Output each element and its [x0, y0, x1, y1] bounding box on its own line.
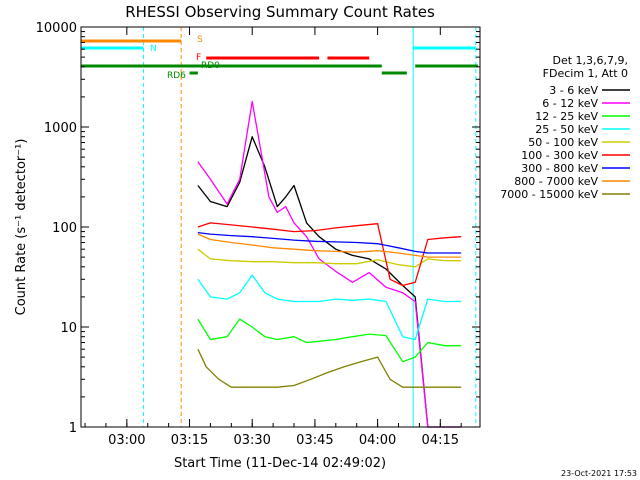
legend: Det 1,3,6,7,9,FDecim 1, Att 0 3 - 6 keV6 … — [500, 54, 630, 201]
x-axis-label: Start Time (11-Dec-14 02:49:02) — [174, 456, 386, 471]
y-tick-label: 100 — [52, 221, 77, 236]
legend-entry-label: 3 - 6 keV — [549, 84, 598, 97]
flag-label: F — [196, 53, 201, 63]
y-tick-label: 10000 — [36, 21, 77, 36]
x-tick-label: 03:30 — [233, 433, 270, 448]
y-tick-label: 10 — [60, 321, 77, 336]
legend-entry-label: 25 - 50 keV — [535, 123, 598, 136]
series-line-3 — [197, 274, 462, 341]
series-line-5 — [197, 222, 462, 287]
legend-entry-label: 100 - 300 keV — [521, 149, 598, 162]
legend-entry-label: 50 - 100 keV — [528, 136, 598, 149]
x-tick-label: 03:00 — [108, 433, 145, 448]
legend-entry-label: 800 - 7000 keV — [514, 175, 598, 188]
flag-label: S — [197, 35, 203, 45]
series-line-0 — [197, 136, 462, 428]
legend-entry-label: 12 - 25 keV — [535, 110, 598, 123]
legend-header: FDecim 1, Att 0 — [543, 67, 628, 80]
series-line-8 — [197, 348, 462, 388]
chart-title: RHESSI Observing Summary Count Rates — [125, 3, 435, 21]
plot-frame — [80, 26, 481, 428]
series-line-6 — [197, 231, 462, 254]
footer-date: 23-Oct-2021 17:53 — [561, 469, 637, 478]
flag-label: RD0 — [201, 61, 220, 71]
legend-entry-label: 7000 - 15000 keV — [500, 188, 598, 201]
series-line-2 — [197, 318, 462, 363]
y-axis-label: Count Rate (s⁻¹ detector⁻¹) — [14, 139, 29, 316]
y-tick-label: 1 — [69, 421, 77, 436]
series-line-7 — [197, 233, 462, 258]
legend-header: Det 1,3,6,7,9, — [552, 54, 628, 67]
x-tick-label: 03:45 — [296, 433, 333, 448]
x-tick-label: 03:15 — [171, 433, 208, 448]
series-line-1 — [197, 100, 462, 428]
series-line-4 — [197, 248, 462, 268]
y-tick-label: 1000 — [44, 121, 77, 136]
legend-entry-label: 300 - 800 keV — [521, 162, 598, 175]
flag-label: N — [150, 44, 157, 54]
x-tick-label: 04:15 — [422, 433, 459, 448]
legend-entry-label: 6 - 12 keV — [542, 97, 598, 110]
flag-label: RD6 — [167, 71, 186, 81]
x-tick-label: 04:00 — [359, 433, 396, 448]
plot-area: S N F RD6 RD0 03:00 03:15 03:30 03:45 04:00 04:15 1… — [36, 21, 481, 448]
